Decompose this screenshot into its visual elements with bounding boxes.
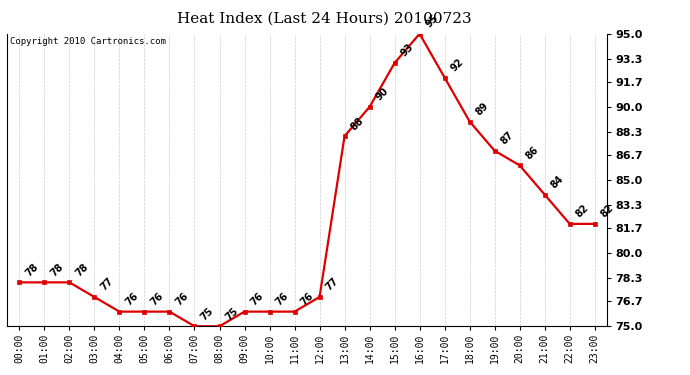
Text: 88: 88 (348, 115, 366, 132)
Text: 86: 86 (524, 144, 540, 161)
Text: 84: 84 (549, 174, 566, 190)
Text: 75: 75 (224, 306, 240, 322)
Text: 76: 76 (299, 291, 315, 308)
Text: 76: 76 (274, 291, 290, 308)
Text: 76: 76 (148, 291, 165, 308)
Text: 76: 76 (174, 291, 190, 308)
Text: 93: 93 (399, 42, 415, 59)
Text: 76: 76 (124, 291, 140, 308)
Text: 78: 78 (48, 261, 66, 278)
Text: 82: 82 (574, 203, 591, 220)
Text: 87: 87 (499, 130, 515, 147)
Text: Copyright 2010 Cartronics.com: Copyright 2010 Cartronics.com (10, 37, 166, 46)
Text: 78: 78 (23, 261, 40, 278)
Text: 82: 82 (599, 203, 615, 220)
Text: 77: 77 (324, 276, 340, 293)
Text: 90: 90 (374, 86, 391, 103)
Text: 77: 77 (99, 276, 115, 293)
Text: 92: 92 (448, 57, 465, 74)
Text: 76: 76 (248, 291, 265, 308)
Text: Heat Index (Last 24 Hours) 20100723: Heat Index (Last 24 Hours) 20100723 (177, 11, 471, 25)
Text: 95: 95 (424, 13, 440, 30)
Text: 75: 75 (199, 306, 215, 322)
Text: 89: 89 (474, 100, 491, 117)
Text: 78: 78 (74, 261, 90, 278)
